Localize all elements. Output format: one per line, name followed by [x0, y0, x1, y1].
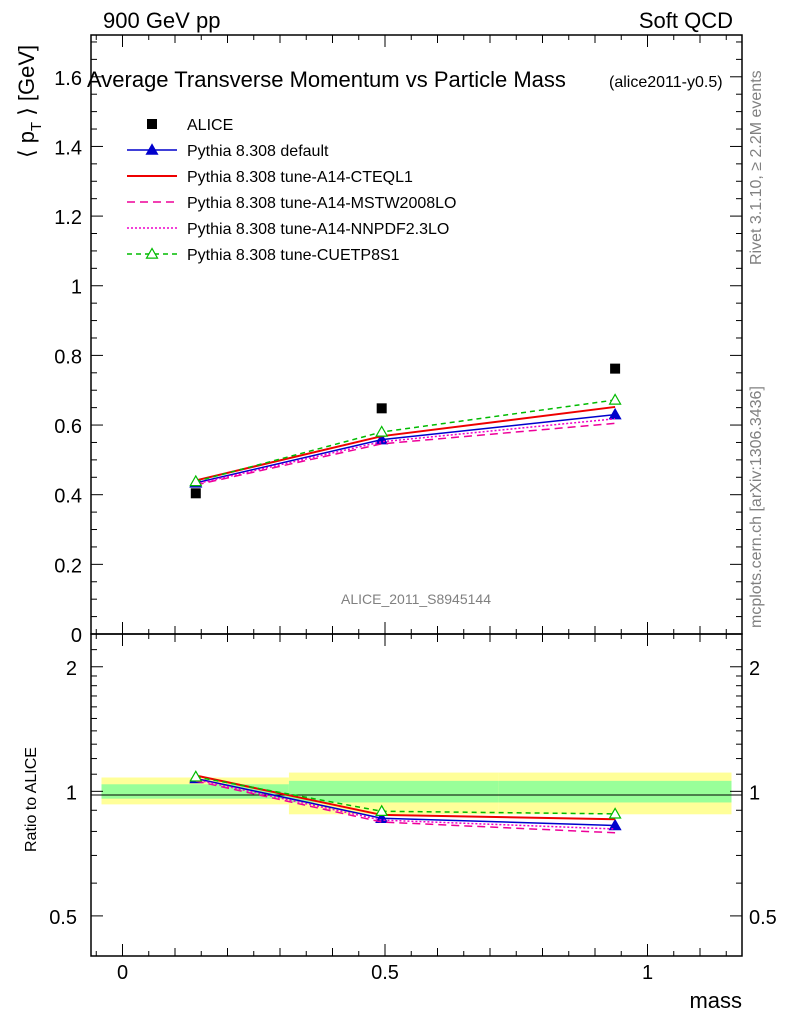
mcplots-label: mcplots.cern.ch [arXiv:1306.3436] — [748, 386, 765, 628]
uncertainty-band-inner — [101, 784, 289, 799]
ratio-frame — [90, 633, 743, 957]
ratio-ytick-label-right: 0.5 — [749, 907, 777, 929]
ratio-y-label: Ratio to ALICE — [23, 747, 40, 852]
main-ytick-label: 0.8 — [54, 346, 82, 368]
uncertainty-band-inner — [288, 780, 499, 803]
legend-label-1: Pythia 8.308 default — [187, 143, 329, 160]
ratio-series-point-5 — [189, 770, 203, 782]
main-data-points — [190, 363, 621, 499]
ratio-ticks: 0.5 0.5 1 1 2 2 0 0.5 1 — [49, 634, 777, 984]
x-tick-label: 1 — [642, 962, 653, 984]
ratio-ytick-label-right: 2 — [749, 658, 760, 680]
ratio-series-point-1 — [608, 818, 622, 831]
main-plot: 0 0.2 0.4 0.6 0.8 1 1.2 1.4 1.6 Average Transver… — [14, 34, 743, 647]
main-ytick-label: 0.4 — [54, 486, 82, 508]
header-left: 900 GeV pp — [103, 8, 220, 33]
main-ytick-label: 1 — [71, 277, 82, 299]
legend-marker-5 — [145, 247, 159, 259]
main-series-point-5 — [375, 425, 389, 437]
legend-alice-marker — [147, 119, 157, 129]
svg-text:⟨ pT ⟩ [GeV]: ⟨ pT ⟩ [GeV] — [14, 45, 45, 158]
main-ytick-label: 1.6 — [54, 68, 82, 90]
watermark: ALICE_2011_S8945144 — [341, 591, 491, 607]
main-series — [189, 393, 622, 488]
alice-data-point — [376, 403, 387, 414]
header-right: Soft QCD — [639, 8, 733, 33]
main-subtitle: (alice2011-y0.5) — [609, 74, 723, 91]
main-y-label: ⟨ pT ⟩ [GeV] — [14, 45, 45, 158]
legend-marker-1 — [145, 143, 159, 155]
legend-label-2: Pythia 8.308 tune-A14-CTEQL1 — [187, 169, 413, 186]
main-ytick-label: 0.6 — [54, 416, 82, 438]
y-label-tail: ⟩ [GeV] — [14, 45, 39, 122]
main-ytick-label: 0 — [71, 625, 82, 647]
main-ytick-label: 1.2 — [54, 207, 82, 229]
rivet-label: Rivet 3.1.10, ≥ 2.2M events — [748, 70, 765, 265]
x-tick-label: 0.5 — [371, 962, 399, 984]
ratio-series — [189, 770, 622, 834]
uncertainty-band-inner — [498, 780, 732, 803]
x-tick-label: 0 — [117, 962, 128, 984]
main-title: Average Transverse Momentum vs Particle … — [87, 67, 566, 92]
alice-data-point — [610, 363, 621, 374]
legend-label-5: Pythia 8.308 tune-CUETP8S1 — [187, 247, 400, 264]
main-ytick-label: 0.2 — [54, 555, 82, 577]
legend-label-3: Pythia 8.308 tune-A14-MSTW2008LO — [187, 195, 456, 212]
ratio-plot: 0.5 0.5 1 1 2 2 0 0.5 1 Ratio to ALICE mass — [23, 633, 777, 1013]
ratio-series-point-5 — [375, 804, 389, 816]
ratio-ytick-label: 2 — [66, 658, 77, 680]
ratio-series-line-4 — [195, 778, 616, 830]
main-ytick-label: 1.4 — [54, 137, 82, 159]
ratio-ytick-label: 1 — [66, 782, 77, 804]
ratio-series-point-5 — [608, 807, 622, 819]
ratio-ytick-label: 0.5 — [49, 907, 77, 929]
x-axis-label: mass — [689, 988, 742, 1013]
y-label-sub: T — [28, 122, 45, 131]
legend-label-4: Pythia 8.308 tune-A14-NNPDF2.3LO — [187, 221, 449, 238]
legend-alice-label: ALICE — [187, 117, 233, 134]
alice-data-point — [190, 488, 201, 499]
legend: ALICE Pythia 8.308 default Pythia 8.308 tu… — [127, 117, 456, 264]
main-ticks: 0 0.2 0.4 0.6 0.8 1 1.2 1.4 1.6 — [54, 35, 742, 647]
main-series-point-5 — [608, 393, 622, 405]
ratio-ytick-label-right: 1 — [749, 782, 760, 804]
main-series-point-1 — [608, 407, 622, 420]
main-series-point-5 — [189, 474, 203, 487]
y-label-main: ⟨ p — [14, 131, 39, 158]
